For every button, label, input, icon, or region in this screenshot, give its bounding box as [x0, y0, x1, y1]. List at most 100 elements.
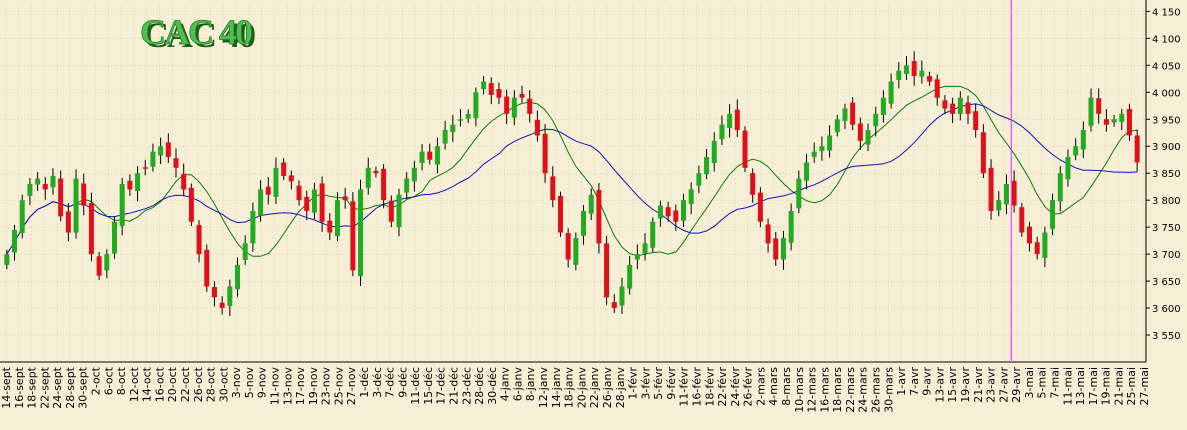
candle-down	[934, 79, 940, 98]
x-tick-label: 28-janv	[614, 367, 627, 409]
candle-down	[665, 207, 671, 217]
candle-up	[1003, 184, 1009, 205]
candle-up	[804, 162, 810, 181]
candle-down	[611, 302, 617, 309]
candle-up	[1111, 119, 1117, 123]
candle-down	[980, 132, 986, 174]
x-tick-label: 26-janv	[601, 367, 614, 409]
candle-up	[465, 113, 471, 119]
candle-up	[827, 135, 833, 151]
x-tick-label: 27-nov	[345, 367, 358, 406]
candle-up	[411, 167, 417, 182]
candle-down	[1011, 180, 1017, 206]
x-tick-label: 9-avr	[921, 367, 934, 396]
candle-down	[173, 158, 179, 168]
candle-down	[942, 100, 948, 109]
x-tick-label: 4-janv	[499, 367, 512, 402]
candle-up	[1057, 173, 1063, 202]
candle-down	[142, 167, 148, 169]
x-tick-label: 1-avr	[895, 367, 908, 396]
candle-up	[235, 264, 241, 290]
candle-down	[857, 123, 863, 141]
candle-down	[58, 178, 64, 217]
candle-up	[396, 194, 402, 228]
candle-up	[481, 81, 487, 90]
candle-up	[842, 108, 848, 121]
y-tick-label: 3 750	[1152, 223, 1181, 234]
x-tick-label: 2-mars	[754, 367, 767, 406]
x-tick-label: 23-nov	[320, 367, 333, 406]
x-tick-label: 22-oct	[179, 366, 192, 402]
x-tick-label: 13-mai	[1074, 367, 1087, 405]
y-tick-label: 3 850	[1152, 169, 1181, 180]
candle-up	[227, 286, 233, 306]
x-tick-label: 24-sept	[51, 366, 64, 408]
candle-up	[311, 189, 317, 213]
candle-up	[1080, 130, 1086, 150]
x-tick-label: 26-mars	[869, 367, 882, 413]
x-tick-label: 27-mai	[1138, 367, 1151, 405]
x-tick-label: 30-oct	[217, 366, 230, 402]
x-tick-label: 26-févr	[742, 367, 755, 407]
x-tick-label: 3-mai	[1023, 367, 1036, 398]
x-tick-label: 5-nov	[243, 367, 256, 399]
candle-up	[811, 151, 817, 158]
x-tick-label: 25-nov	[332, 367, 345, 406]
candle-down	[950, 103, 956, 114]
candle-up	[258, 189, 264, 216]
x-tick-label: 21-déc	[448, 367, 461, 405]
candle-down	[350, 201, 356, 271]
candle-down	[504, 96, 510, 114]
x-tick-label: 11-nov	[269, 367, 282, 406]
candle-up	[657, 205, 663, 219]
candle-down	[565, 233, 571, 260]
x-tick-label: 22-févr	[716, 367, 729, 407]
x-tick-label: 28-oct	[205, 366, 218, 402]
candle-up	[119, 184, 125, 227]
candle-down	[542, 133, 548, 174]
x-tick-label: 16-sept	[13, 366, 26, 408]
candle-up	[581, 210, 587, 236]
candle-down	[911, 61, 917, 77]
x-tick-label: 28-sept	[64, 366, 77, 408]
x-tick-label: 19-nov	[307, 367, 320, 406]
candle-up	[696, 173, 702, 186]
candle-down	[65, 211, 71, 233]
candle-up	[35, 178, 41, 185]
x-tick-label: 6-janv	[511, 367, 524, 402]
x-tick-label: 30-déc	[486, 367, 499, 405]
x-tick-label: 15-déc	[422, 367, 435, 405]
candle-up	[619, 286, 625, 306]
x-tick-label: 29-avr	[1010, 367, 1023, 403]
candle-down	[381, 168, 387, 201]
candle-down	[427, 151, 433, 160]
x-tick-label: 14-sept	[0, 366, 13, 408]
candle-down	[188, 187, 194, 222]
candle-up	[419, 151, 425, 163]
candle-up	[573, 237, 579, 265]
x-tick-label: 11-févr	[678, 367, 691, 407]
candle-up	[273, 167, 279, 197]
x-tick-label: 9-déc	[396, 367, 409, 398]
y-tick-label: 4 000	[1152, 88, 1181, 99]
candle-up	[511, 97, 517, 118]
x-tick-label: 27-avr	[997, 367, 1010, 403]
x-tick-label: 14-oct	[141, 366, 154, 402]
grid	[0, 0, 1147, 363]
x-tick-label: 18-mars	[831, 367, 844, 413]
candle-up	[1050, 200, 1056, 229]
x-tick-label: 17-mai	[1087, 367, 1100, 405]
candle-up	[473, 92, 479, 119]
x-tick-label: 11-mai	[1061, 367, 1074, 405]
y-tick-label: 3 900	[1152, 142, 1181, 153]
x-tick-label: 30-sept	[77, 366, 90, 408]
candle-down	[42, 184, 48, 190]
x-tick-label: 18-sept	[26, 366, 39, 408]
x-tick-label: 9-févr	[665, 367, 678, 400]
x-tick-label: 5-mai	[1036, 367, 1049, 398]
candle-up	[442, 130, 448, 144]
x-tick-label: 17-nov	[294, 367, 307, 406]
candle-down	[557, 195, 563, 233]
x-tick-label: 16-févr	[690, 367, 703, 407]
